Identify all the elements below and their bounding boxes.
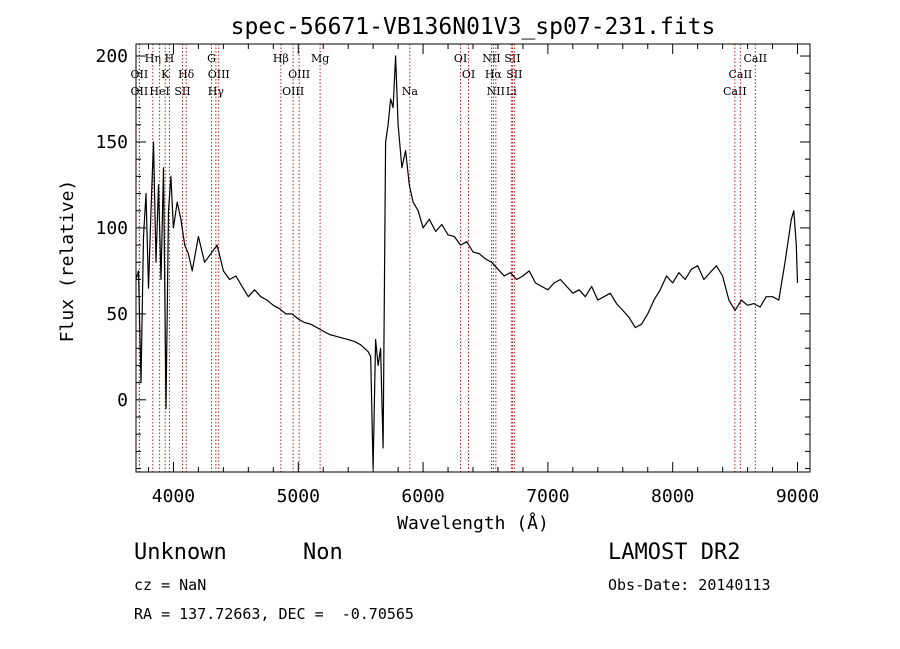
y-tick-label: 100 [95,218,128,239]
x-tick-label: 8000 [651,486,694,507]
observation-date: Obs-Date: 20140113 [608,576,771,594]
object-class: Non [303,540,343,565]
y-tick-label: 50 [106,304,128,325]
spectral-line-label: OII [131,68,149,81]
spectral-line-label: Na [402,85,419,98]
spectral-line-label: SII [506,68,522,81]
spectral-line-label: CaII [729,68,753,81]
spectral-line-label: OIII [288,68,310,81]
spectral-line-label: Hβ [273,52,289,65]
x-tick-label: 6000 [401,486,444,507]
spectral-line-label: OII [131,85,149,98]
x-tick-label: 7000 [526,486,569,507]
spectrum-series [135,55,799,470]
x-tick-label: 5000 [277,486,320,507]
spectral-line-label: SII [504,52,520,65]
spectral-line-label: HeI [149,85,169,98]
spectral-line-label: CaII [723,85,747,98]
spectral-line-label: Hδ [178,68,195,81]
survey-name: LAMOST DR2 [608,540,741,565]
spectral-line-label: NII [487,85,505,98]
chart-title: spec-56671-VB136N01V3_sp07-231.fits [231,14,716,40]
spectral-line-label: H [165,52,175,65]
spectral-line-label: Hη [145,52,161,65]
ra-dec-coordinates: RA = 137.72663, DEC = -0.70565 [134,605,414,623]
spectrum-line [135,55,799,470]
spectral-line-label: Hα [485,68,503,81]
y-axis-label: Flux (relative) [57,180,78,343]
spectral-line-label: OI [454,52,467,65]
object-name: Unknown [134,540,227,565]
spectral-line-label: SII [174,85,190,98]
spectral-line-label: K [161,68,170,81]
x-tick-label: 4000 [152,486,195,507]
spectral-line-label: NII [482,52,500,65]
spectral-line-label: OIII [282,85,304,98]
spectral-line-label: OIII [208,68,230,81]
spectral-line-label: G [207,52,216,65]
spectral-line-label: OI [462,68,475,81]
x-axis-label: Wavelength (Å) [397,512,549,534]
plot-frame [135,43,811,473]
x-tick-label: 9000 [776,486,819,507]
x-axis: 4000 5000 6000 7000 8000 9000 [147,44,819,507]
y-tick-label: 200 [95,46,128,67]
y-tick-label: 0 [117,390,128,411]
y-axis: 0 50 100 150 200 [95,46,810,470]
y-tick-label: 150 [95,132,128,153]
spectral-line-label: Li [506,85,517,98]
spectral-line-markers: OIIOIIHηHeIKHSIIHδGHγOIIIHβOIIIOIIIMgNaO… [131,44,767,472]
redshift-cz: cz = NaN [134,576,207,594]
spectral-line-label: Hγ [208,85,225,98]
spectral-line-label: CaII [743,52,767,65]
spectral-line-label: Mg [311,52,329,65]
